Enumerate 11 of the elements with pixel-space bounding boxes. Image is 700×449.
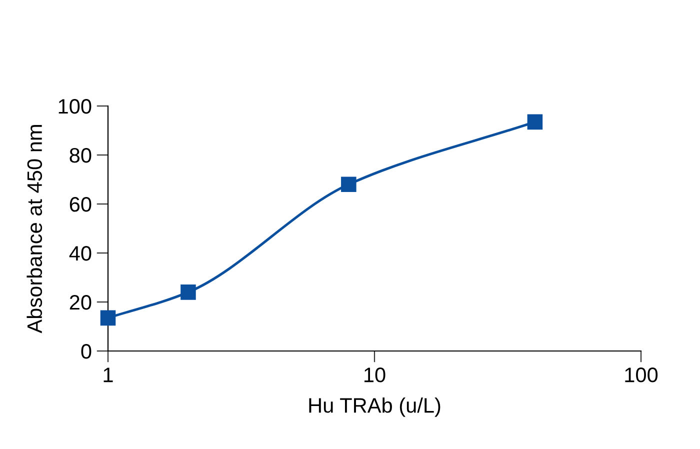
x-axis-title: Hu TRAb (u/L) bbox=[309, 398, 440, 417]
x-tick-label: 1 bbox=[104, 368, 113, 382]
y-tick-label: 60 bbox=[70, 197, 92, 212]
y-tick-label: 0 bbox=[81, 344, 92, 359]
y-tick-label: 100 bbox=[58, 99, 92, 114]
y-tick-label: 80 bbox=[70, 148, 92, 163]
y-tick-label: 40 bbox=[69, 246, 92, 261]
x-tick-label: 10 bbox=[364, 368, 386, 382]
y-tick-label: 20 bbox=[70, 295, 92, 310]
y-axis-title: Absorbance at 450 nm bbox=[26, 125, 42, 334]
x-tick-label: 100 bbox=[625, 368, 658, 382]
